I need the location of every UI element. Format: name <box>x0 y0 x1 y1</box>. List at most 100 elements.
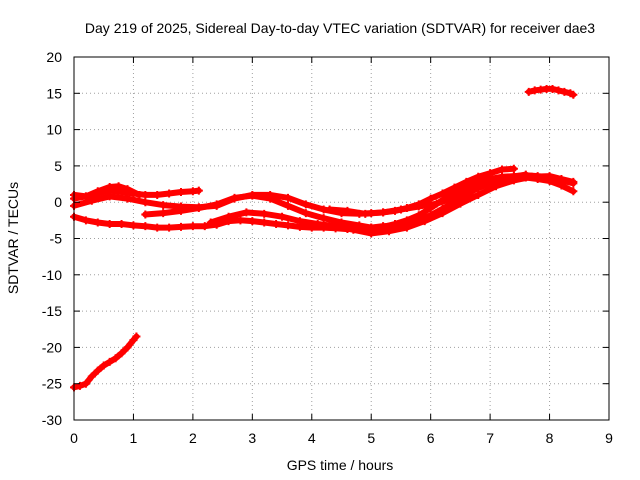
data-point <box>81 192 90 201</box>
data-point <box>361 209 370 218</box>
data-point <box>117 219 126 228</box>
data-point <box>242 208 251 217</box>
data-point <box>349 225 358 234</box>
data-point <box>165 223 174 232</box>
data-point <box>509 164 518 173</box>
data-point <box>93 218 102 227</box>
data-point <box>159 201 168 210</box>
x-tick-label: 2 <box>189 430 197 446</box>
data-point <box>212 200 221 209</box>
data-series <box>70 84 578 392</box>
data-point <box>313 219 322 228</box>
data-point <box>343 206 352 215</box>
data-point <box>319 214 328 223</box>
data-point <box>272 219 281 228</box>
data-point <box>123 194 132 203</box>
data-point <box>521 170 530 179</box>
data-point <box>206 218 215 227</box>
data-point <box>165 189 174 198</box>
data-point <box>456 199 465 208</box>
data-point <box>188 222 197 231</box>
data-point <box>177 188 185 197</box>
data-point <box>266 194 275 203</box>
data-point <box>295 217 304 226</box>
data-point <box>554 86 563 95</box>
x-tick-label: 0 <box>70 430 78 446</box>
data-point <box>153 223 162 232</box>
data-point <box>123 185 132 194</box>
data-point <box>177 206 185 215</box>
data-point <box>99 361 108 370</box>
data-point <box>569 187 578 196</box>
grid-lines <box>74 57 609 420</box>
data-point <box>367 229 376 238</box>
y-tick-label: -20 <box>42 339 62 355</box>
x-tick-label: 6 <box>427 430 435 446</box>
y-tick-label: 0 <box>54 194 62 210</box>
data-point <box>420 217 429 226</box>
chart-title: Day 219 of 2025, Sidereal Day-to-day VTE… <box>85 20 595 36</box>
data-point <box>114 182 123 191</box>
x-tick-label: 1 <box>130 430 138 446</box>
data-point <box>432 199 441 208</box>
y-tick-label: -10 <box>42 267 62 283</box>
data-point <box>141 210 150 219</box>
data-point <box>177 222 185 231</box>
y-tick-label: -5 <box>50 231 63 247</box>
y-tick-label: 10 <box>46 122 62 138</box>
data-point <box>200 222 209 231</box>
data-point <box>284 193 292 202</box>
data-point <box>236 216 245 225</box>
data-point <box>527 172 536 181</box>
data-point <box>105 357 114 366</box>
data-point <box>135 190 144 199</box>
data-point <box>260 218 269 227</box>
data-point <box>194 204 203 213</box>
series-track-g <box>325 170 530 218</box>
data-point <box>391 219 399 228</box>
x-tick-label: 3 <box>248 430 256 446</box>
y-tick-label: -25 <box>42 376 62 392</box>
data-point <box>194 186 203 195</box>
data-point <box>569 177 578 186</box>
data-point <box>468 186 477 195</box>
data-point <box>414 202 423 211</box>
x-tick-label: 5 <box>367 430 375 446</box>
data-point <box>278 212 287 221</box>
data-point <box>301 200 310 209</box>
y-tick-label: -30 <box>42 412 62 428</box>
data-point <box>141 198 150 207</box>
data-point <box>141 222 150 231</box>
y-tick-label: 15 <box>46 85 62 101</box>
series-trail <box>207 173 577 237</box>
data-point <box>426 194 435 203</box>
x-tick-label: 9 <box>605 430 613 446</box>
data-point <box>81 216 90 225</box>
data-point <box>132 332 141 341</box>
data-point <box>545 172 554 181</box>
series-track-i <box>70 332 141 392</box>
data-point <box>325 205 334 214</box>
data-point <box>498 165 506 174</box>
data-point <box>105 192 114 201</box>
data-point <box>230 193 239 202</box>
data-point <box>331 222 340 231</box>
data-point <box>129 221 138 230</box>
data-point <box>402 223 411 232</box>
data-point <box>117 349 126 358</box>
data-point <box>402 216 411 225</box>
data-point <box>224 212 233 221</box>
data-point <box>81 379 90 388</box>
data-point <box>123 343 132 352</box>
data-point <box>474 190 483 199</box>
x-axis-label: GPS time / hours <box>287 457 394 473</box>
data-point <box>486 179 495 188</box>
data-point <box>503 173 512 182</box>
data-point <box>153 190 162 199</box>
data-point <box>560 87 569 96</box>
data-point <box>248 191 257 200</box>
data-point <box>248 217 257 226</box>
data-point <box>105 182 114 191</box>
